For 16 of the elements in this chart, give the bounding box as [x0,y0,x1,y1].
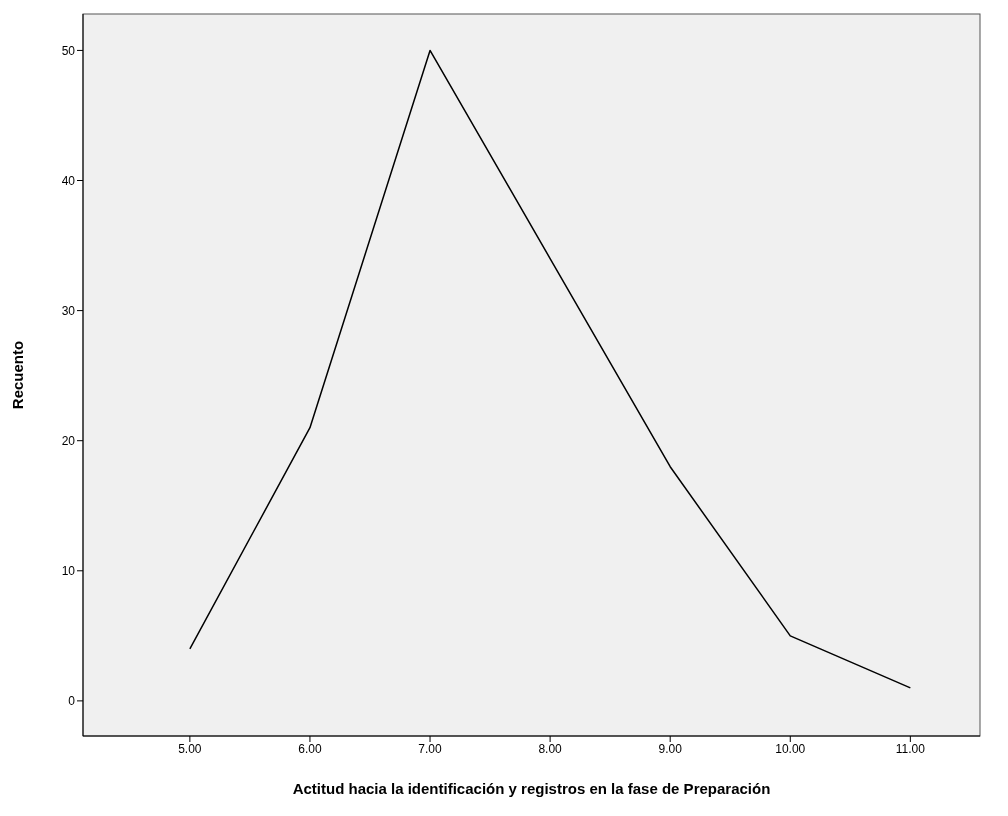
x-tick-label: 6.00 [298,741,322,756]
x-tick-label: 11.00 [895,741,926,756]
y-axis-title: Recuento [9,340,27,410]
x-tick-label: 7.00 [418,741,443,756]
x-tick-label: 5.00 [178,741,202,756]
y-tick-label: 0 [68,694,76,709]
x-axis-title: Actitud hacia la identificación y registros en la fase de Preparación [292,780,771,797]
y-tick-label: 30 [61,303,76,318]
y-tick-label: 50 [61,43,76,58]
x-tick-label: 8.00 [538,741,563,756]
y-tick-label: 10 [61,564,76,579]
y-tick-label: 40 [61,173,76,188]
line-series [189,49,912,689]
x-tick-label: 9.00 [658,741,683,756]
y-tick-label: 20 [61,433,76,448]
x-tick-label: 10.00 [775,741,806,756]
